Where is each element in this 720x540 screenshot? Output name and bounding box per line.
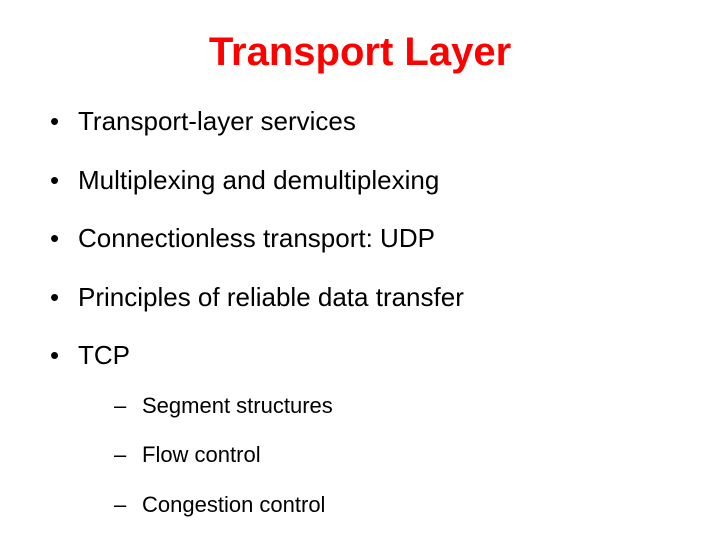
bullet-item: Connectionless transport: UDP [50, 222, 680, 255]
bullet-item: Transport-layer services [50, 105, 680, 138]
bullet-item: Multiplexing and demultiplexing [50, 164, 680, 197]
sub-bullet-item: Flow control [114, 441, 680, 469]
bullet-text: Multiplexing and demultiplexing [78, 165, 439, 195]
slide-title: Transport Layer [40, 30, 680, 75]
sub-bullet-text: Flow control [142, 442, 261, 467]
slide: Transport Layer Transport-layer services… [0, 0, 720, 540]
bullet-item: Principles of reliable data transfer [50, 281, 680, 314]
bullet-text: Transport-layer services [78, 106, 356, 136]
bullet-text: Principles of reliable data transfer [78, 282, 464, 312]
sub-bullet-item: Congestion control [114, 491, 680, 519]
bullet-text: TCP [78, 340, 130, 370]
bullet-text: Connectionless transport: UDP [78, 223, 435, 253]
sub-bullet-item: Segment structures [114, 392, 680, 420]
bullet-item: TCP Segment structures Flow control Cong… [50, 339, 680, 518]
sub-bullet-text: Segment structures [142, 393, 333, 418]
sub-bullet-list: Segment structures Flow control Congesti… [78, 392, 680, 519]
bullet-list: Transport-layer services Multiplexing an… [40, 105, 680, 518]
sub-bullet-text: Congestion control [142, 492, 325, 517]
